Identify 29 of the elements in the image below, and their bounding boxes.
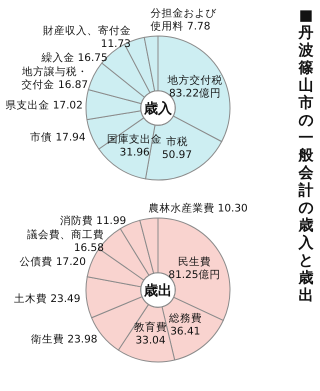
slice-label: 教育費 <box>134 320 167 334</box>
slice-label: 民生費 <box>178 254 211 268</box>
slice-label: 農林水産業費 10.30 <box>148 202 248 215</box>
data-label: 50.97 <box>162 148 192 161</box>
slice-label: 総務費 <box>168 311 202 324</box>
data-label: 36.41 <box>170 325 200 338</box>
data-label: 16.58 <box>74 242 104 254</box>
slice-label: 衛生費 23.98 <box>31 332 98 346</box>
data-label: 11.73 <box>100 38 131 50</box>
slice-label: 地方交付税 <box>166 74 222 87</box>
text: 歳出 <box>143 283 172 299</box>
text: ■丹波篠山市の一般会計の歳入と歳出 <box>298 6 314 304</box>
slice-label: 土木費 23.49 <box>14 292 80 305</box>
slice-label: 市債 17.94 <box>30 130 86 144</box>
slice-label: 消防費 11.99 <box>60 214 126 228</box>
slice-label: 議会費、商工費 <box>26 228 104 242</box>
slice-label: 県支出金 17.02 <box>5 98 83 112</box>
slice-label: 市税 <box>166 134 188 148</box>
data-label: 31.96 <box>120 146 150 158</box>
slice-label: 繰入金 16.75 <box>40 50 108 64</box>
text: 歳入 <box>143 101 173 117</box>
slice-label: 分担金および使用料 7.78 <box>150 7 218 32</box>
slice-label: 公債費 17.20 <box>20 255 86 268</box>
data-label: 81.25億円 <box>168 268 220 281</box>
data-label: 83.22億円 <box>168 86 222 100</box>
data-label: 33.04 <box>135 334 166 347</box>
slice-label: 地方譲与税・交付金 16.87 <box>21 64 88 91</box>
slice-label: 財産収入、寄付金 <box>42 24 131 37</box>
slice-label: 国庫支出金 <box>107 132 162 146</box>
